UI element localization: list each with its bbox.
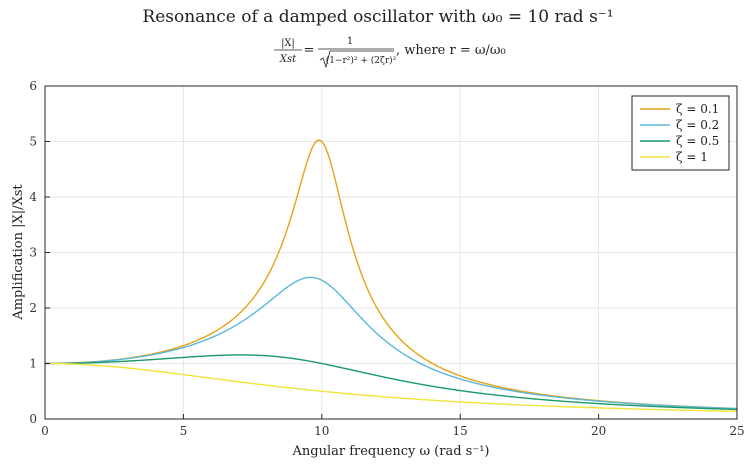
y-tick-label: 6	[29, 79, 37, 93]
chart-subtitle-formula: |X| Xst = 1 (1−r²)² + (2ζr)² , where r =…	[274, 36, 506, 69]
series-line-4	[45, 362, 738, 413]
formula-lhs-numerator: |X|	[281, 38, 295, 49]
legend: ζ = 0.1 ζ = 0.2 ζ = 0.5 ζ = 1	[631, 95, 730, 171]
series-lines	[45, 139, 738, 413]
x-tick-label: 0	[41, 424, 49, 438]
x-tick-label: 10	[314, 424, 329, 438]
formula-rhs-denominator: (1−r²)² + (2ζr)²	[326, 55, 397, 66]
formula-lhs-denominator: Xst	[279, 54, 297, 65]
y-tick-label: 4	[29, 190, 37, 204]
x-axis-label: Angular frequency ω (rad s⁻¹)	[292, 444, 490, 459]
y-tick-label: 5	[29, 135, 37, 149]
y-tick-label: 0	[29, 412, 37, 426]
series-line-2	[45, 276, 738, 410]
legend-entry-4: ζ = 1	[676, 150, 708, 164]
x-tick-label: 20	[591, 424, 606, 438]
x-tick-label: 5	[180, 424, 188, 438]
chart-title: Resonance of a damped oscillator with ω₀…	[142, 7, 613, 27]
formula-equals-sign: =	[304, 43, 315, 58]
series-line-1	[45, 139, 738, 410]
legend-entry-1: ζ = 0.1	[676, 102, 719, 116]
formula-sqrt-sign	[319, 50, 394, 69]
y-tick-label: 2	[29, 301, 37, 315]
formula-suffix: , where r = ω/ω₀	[396, 43, 506, 58]
x-tick-label: 25	[729, 424, 744, 438]
axis-ticks: 0 5 10 15 20 25 0 1 2 3 4 5 6	[29, 79, 744, 438]
y-tick-label: 3	[29, 246, 37, 260]
formula-rhs-numerator: 1	[347, 36, 353, 47]
x-tick-label: 15	[453, 424, 468, 438]
y-tick-label: 1	[29, 357, 37, 371]
y-axis-label: Amplification |X|/Xst	[11, 184, 26, 321]
legend-entry-2: ζ = 0.2	[676, 118, 719, 132]
legend-entry-3: ζ = 0.5	[676, 134, 719, 148]
series-line-3	[45, 354, 738, 411]
